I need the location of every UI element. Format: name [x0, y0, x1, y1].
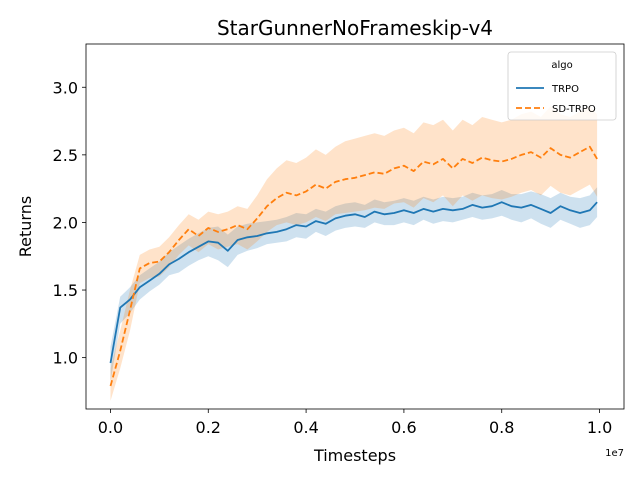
- series-line-trpo: [109, 201, 598, 364]
- x-tick-label: 0.2: [196, 418, 221, 437]
- legend: algo TRPO SD-TRPO: [507, 51, 617, 121]
- legend-label-sd-trpo: SD-TRPO: [552, 104, 596, 115]
- x-tick-label: 0.8: [489, 418, 514, 437]
- band-sd-trpo: [110, 106, 598, 401]
- y-tick-label: 2.5: [53, 146, 78, 165]
- chart-title: StarGunnerNoFrameskip-v4: [217, 16, 493, 40]
- y-tick-label: 1.5: [53, 281, 78, 300]
- legend-box: [507, 51, 617, 121]
- y-axis-label: Returns: [16, 196, 35, 257]
- series-line-sd-trpo: [109, 145, 598, 387]
- x-tick-label: 0.6: [391, 418, 416, 437]
- y-tick-label: 1.0: [53, 349, 78, 368]
- x-axis-label: Timesteps: [313, 446, 396, 465]
- x-axis-ticks: 0.0 0.2 0.4 0.6 0.8 1.0: [98, 409, 612, 437]
- series-lines: [109, 145, 598, 387]
- x-tick-label: 0.4: [293, 418, 318, 437]
- x-axis-offset-text: 1e7: [605, 448, 624, 459]
- legend-title: algo: [551, 60, 572, 71]
- plot-area: [85, 43, 625, 410]
- y-tick-label: 3.0: [53, 78, 78, 97]
- x-tick-label: 1.0: [587, 418, 612, 437]
- legend-label-trpo: TRPO: [551, 84, 579, 95]
- y-tick-label: 2.0: [53, 213, 78, 232]
- x-tick-label: 0.0: [98, 418, 123, 437]
- band-trpo: [110, 187, 598, 382]
- y-axis-ticks: 1.0 1.5 2.0 2.5 3.0: [53, 78, 86, 368]
- confidence-bands: [110, 106, 598, 401]
- axes-frame: [85, 43, 625, 410]
